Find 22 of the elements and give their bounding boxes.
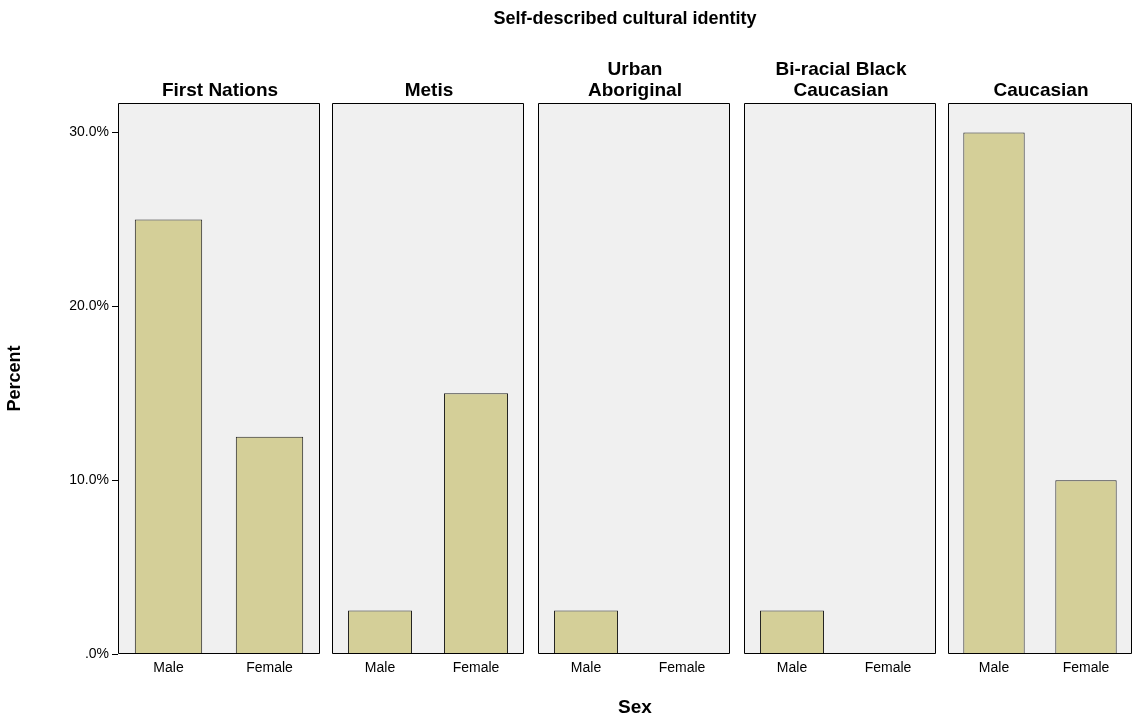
x-tick-label: Female [452, 659, 500, 676]
chart-subtitle: First Nations [160, 79, 280, 100]
y-tick-label: .0% [84, 644, 109, 661]
chart-subtitle: Urban Aboriginal [587, 58, 683, 100]
chart-title: Self-described cultural identity [492, 8, 758, 29]
x-tick-label: Male [570, 659, 602, 676]
y-tick-label: 30.0% [69, 123, 109, 140]
x-tick-label: Male [364, 659, 396, 676]
x-tick-label: Male [153, 659, 184, 676]
x-axis-title: Sex [617, 696, 653, 718]
y-tick-label: 20.0% [69, 297, 109, 314]
chart-subtitle: Bi-racial Black Caucasian [774, 58, 908, 100]
x-tick-label: Female [864, 659, 912, 676]
chart-subtitle: Metis [403, 79, 455, 100]
x-tick-label: Male [978, 659, 1010, 676]
y-tick-label: 10.0% [69, 471, 109, 488]
chart-subtitle: Caucasian [992, 79, 1090, 100]
x-tick-label: Female [1062, 659, 1110, 676]
x-tick-label: Male [776, 659, 808, 676]
x-tick-label: Female [246, 659, 294, 676]
y-axis-title: Percent [3, 345, 24, 412]
x-tick-label: Female [658, 659, 706, 676]
